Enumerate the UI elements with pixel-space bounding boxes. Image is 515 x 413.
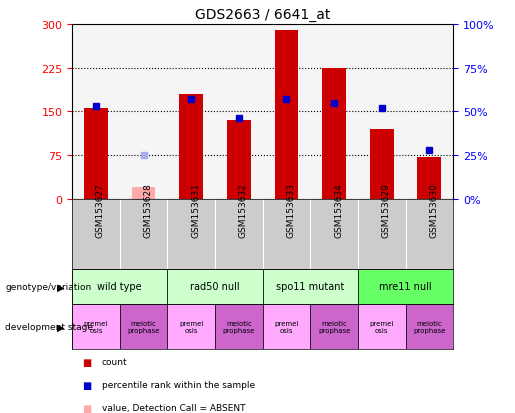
Bar — [119, 304, 167, 349]
Bar — [72, 269, 167, 304]
Bar — [132, 188, 156, 199]
Text: premei
osis: premei osis — [84, 320, 108, 333]
Bar — [418, 157, 441, 199]
Bar — [274, 31, 298, 199]
Bar — [167, 269, 263, 304]
Text: ■: ■ — [82, 403, 92, 413]
Text: ■: ■ — [82, 357, 92, 367]
Bar — [72, 304, 119, 349]
Text: GSM153630: GSM153630 — [430, 183, 438, 237]
Text: meiotic
prophase: meiotic prophase — [413, 320, 445, 333]
Text: premei
osis: premei osis — [274, 320, 299, 333]
Text: GSM153629: GSM153629 — [382, 183, 391, 237]
Bar — [358, 304, 405, 349]
Text: meiotic
prophase: meiotic prophase — [127, 320, 160, 333]
Text: spo11 mutant: spo11 mutant — [276, 282, 345, 292]
Text: wild type: wild type — [97, 282, 142, 292]
Text: ▶: ▶ — [57, 282, 64, 292]
Text: development stage: development stage — [5, 322, 93, 331]
Bar — [227, 121, 251, 199]
Text: GSM153628: GSM153628 — [144, 183, 152, 237]
Bar — [322, 69, 346, 199]
Text: meiotic
prophase: meiotic prophase — [222, 320, 255, 333]
Text: premei
osis: premei osis — [179, 320, 203, 333]
Bar — [263, 304, 310, 349]
Text: GSM153631: GSM153631 — [191, 183, 200, 237]
Bar — [179, 95, 203, 199]
Bar — [84, 109, 108, 199]
Text: meiotic
prophase: meiotic prophase — [318, 320, 350, 333]
Bar — [310, 304, 358, 349]
Bar — [358, 269, 453, 304]
Text: count: count — [102, 357, 128, 366]
Title: GDS2663 / 6641_at: GDS2663 / 6641_at — [195, 8, 330, 22]
Text: ■: ■ — [82, 380, 92, 390]
Text: ▶: ▶ — [57, 322, 64, 332]
Text: genotype/variation: genotype/variation — [5, 282, 91, 291]
Bar — [215, 304, 263, 349]
Text: GSM153634: GSM153634 — [334, 183, 343, 237]
Bar — [167, 304, 215, 349]
Bar — [370, 130, 393, 199]
Text: percentile rank within the sample: percentile rank within the sample — [102, 380, 255, 389]
Text: GSM153632: GSM153632 — [239, 183, 248, 237]
Text: GSM153627: GSM153627 — [96, 183, 105, 237]
Text: GSM153633: GSM153633 — [286, 183, 296, 237]
Bar — [263, 269, 358, 304]
Text: mre11 null: mre11 null — [379, 282, 432, 292]
Text: premei
osis: premei osis — [370, 320, 394, 333]
Bar — [405, 304, 453, 349]
Text: rad50 null: rad50 null — [190, 282, 240, 292]
Text: value, Detection Call = ABSENT: value, Detection Call = ABSENT — [102, 403, 246, 412]
